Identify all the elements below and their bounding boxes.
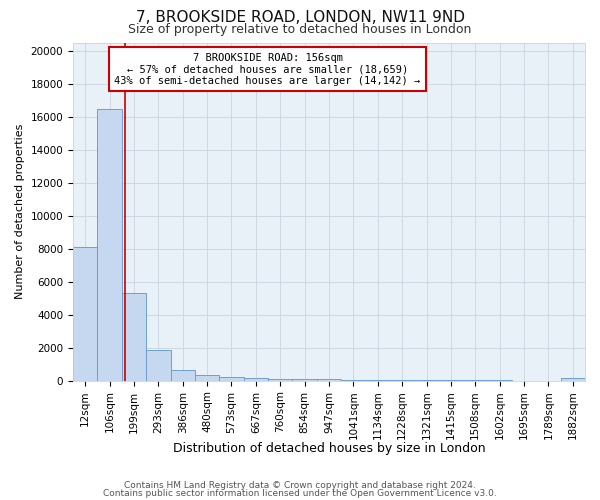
Bar: [390, 380, 415, 381]
Text: 7, BROOKSIDE ROAD, LONDON, NW11 9ND: 7, BROOKSIDE ROAD, LONDON, NW11 9ND: [136, 10, 464, 25]
Bar: [122, 294, 146, 381]
X-axis label: Distribution of detached houses by size in London: Distribution of detached houses by size …: [173, 442, 485, 455]
Bar: [341, 380, 365, 381]
Bar: [560, 378, 585, 381]
Text: Contains HM Land Registry data © Crown copyright and database right 2024.: Contains HM Land Registry data © Crown c…: [124, 481, 476, 490]
Bar: [415, 380, 439, 381]
Bar: [97, 108, 122, 381]
Text: 7 BROOKSIDE ROAD: 156sqm
← 57% of detached houses are smaller (18,659)
43% of se: 7 BROOKSIDE ROAD: 156sqm ← 57% of detach…: [115, 52, 421, 86]
Bar: [244, 378, 268, 381]
Bar: [292, 379, 317, 381]
Bar: [317, 380, 341, 381]
Bar: [365, 380, 390, 381]
Bar: [73, 247, 97, 381]
Text: Size of property relative to detached houses in London: Size of property relative to detached ho…: [128, 22, 472, 36]
Bar: [268, 378, 292, 381]
Bar: [195, 376, 220, 381]
Bar: [170, 370, 195, 381]
Text: Contains public sector information licensed under the Open Government Licence v3: Contains public sector information licen…: [103, 488, 497, 498]
Bar: [146, 350, 170, 381]
Y-axis label: Number of detached properties: Number of detached properties: [15, 124, 25, 300]
Bar: [220, 376, 244, 381]
